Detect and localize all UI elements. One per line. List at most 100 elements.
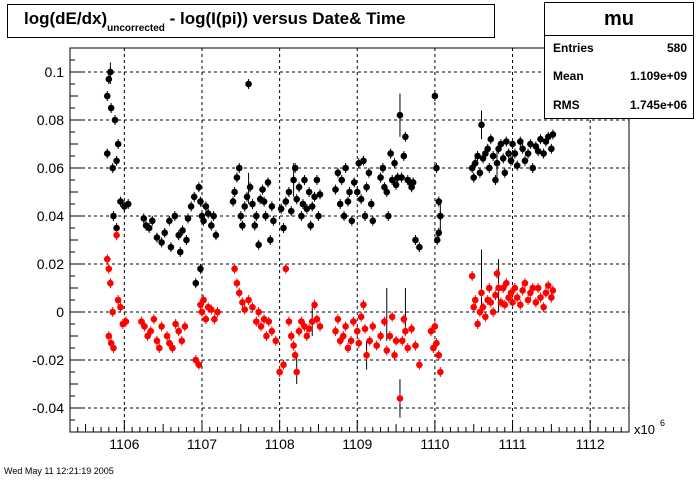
data-point: [391, 159, 398, 167]
data-point: [478, 121, 485, 129]
data-point: [307, 222, 314, 229]
data-point: [287, 207, 295, 215]
data-point: [350, 318, 357, 325]
data-point: [311, 193, 318, 201]
y-tick-label: 0.02: [37, 256, 64, 272]
data-point: [190, 193, 198, 201]
data-point: [492, 291, 499, 299]
data-point: [548, 294, 555, 301]
data-point: [282, 198, 290, 205]
data-point: [540, 303, 547, 311]
data-point: [109, 308, 117, 316]
data-point: [416, 361, 423, 369]
data-point: [301, 176, 308, 184]
data-point: [537, 135, 544, 143]
data-point: [290, 176, 297, 184]
data-point: [145, 224, 153, 232]
y-tick-label: 0: [56, 304, 64, 320]
data-point: [105, 75, 113, 83]
data-point: [366, 337, 373, 345]
data-point: [398, 337, 406, 345]
data-point: [251, 222, 259, 229]
data-point: [507, 289, 515, 297]
data-point: [373, 342, 380, 349]
x-exponent-label: x10: [634, 422, 655, 437]
chart-title: log(dE/dx)uncorrected - log(I(pi)) versu…: [24, 9, 405, 34]
data-point: [532, 299, 540, 306]
data-point: [549, 287, 557, 294]
data-point: [153, 337, 161, 345]
data-point: [544, 282, 552, 289]
data-point: [172, 320, 179, 328]
data-point: [290, 342, 297, 349]
data-point: [276, 368, 283, 376]
data-point: [369, 323, 377, 330]
x-tick-label: 1111: [499, 436, 527, 452]
data-point: [109, 164, 117, 172]
data-point: [529, 284, 537, 292]
data-point: [184, 215, 192, 222]
data-point: [548, 145, 555, 153]
stats-label: Entries: [553, 41, 594, 55]
data-point: [243, 193, 251, 201]
data-point: [511, 150, 519, 157]
data-point: [200, 296, 207, 304]
data-point: [305, 188, 313, 196]
data-point: [534, 284, 542, 292]
data-point: [431, 323, 439, 330]
data-point: [103, 150, 111, 157]
data-point: [342, 164, 349, 172]
data-point: [435, 198, 443, 205]
data-point: [105, 332, 113, 340]
data-point: [253, 318, 260, 325]
data-point: [412, 342, 419, 349]
data-point: [519, 287, 526, 294]
data-point: [111, 116, 119, 124]
y-tick-label: -0.02: [32, 352, 64, 368]
data-point: [487, 135, 495, 143]
data-point: [357, 313, 365, 321]
data-point: [400, 152, 408, 160]
data-point: [114, 140, 122, 148]
data-point: [316, 323, 324, 330]
axes: 1106 1107 1108 1109 1110 1111 1112 -0.04 -0.02 0 0…: [32, 47, 630, 452]
data-point: [147, 327, 155, 335]
data-point: [408, 325, 415, 333]
data-point: [158, 239, 165, 246]
stats-histogram-name: mu: [545, 3, 693, 36]
data-point: [169, 344, 176, 352]
data-point: [542, 289, 550, 297]
data-point: [198, 308, 206, 316]
data-point: [291, 164, 299, 172]
data-point: [291, 351, 299, 359]
data-point: [293, 195, 301, 203]
data-point: [107, 104, 115, 112]
data-point: [519, 145, 526, 153]
data-point: [497, 140, 505, 148]
data-point: [260, 198, 268, 205]
data-point: [231, 265, 238, 273]
data-point: [113, 224, 120, 232]
data-point: [365, 169, 373, 177]
data-point: [214, 308, 221, 316]
data-point: [479, 303, 487, 311]
data-point: [482, 313, 489, 321]
data-point: [245, 80, 252, 88]
x-tick-label: 1112: [576, 436, 605, 452]
data-point: [505, 150, 512, 157]
data-point: [231, 188, 238, 196]
data-point: [259, 186, 266, 193]
data-point: [265, 318, 273, 325]
data-point: [155, 344, 163, 352]
data-point: [470, 303, 478, 311]
data-point: [513, 162, 521, 169]
data-point: [255, 241, 262, 249]
data-point: [521, 279, 529, 287]
data-point: [416, 243, 423, 251]
data-point: [299, 200, 307, 208]
data-point: [303, 332, 311, 340]
data-point: [338, 176, 346, 184]
data-point: [549, 131, 557, 138]
data-point: [495, 284, 502, 292]
data-point: [280, 361, 287, 369]
